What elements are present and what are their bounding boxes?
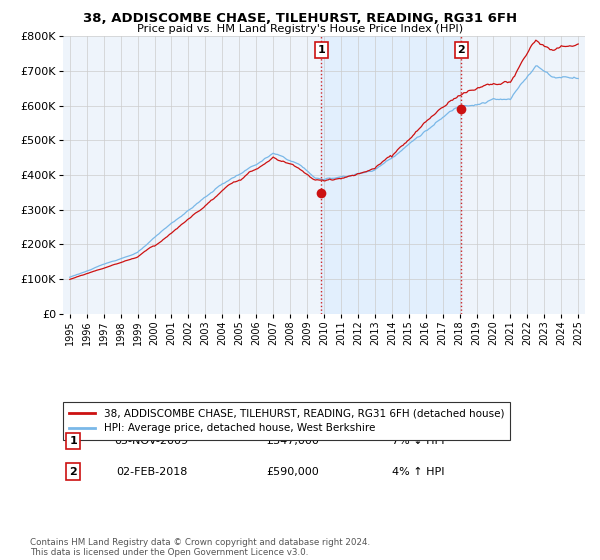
Text: £347,000: £347,000 — [266, 436, 319, 446]
Text: 05-NOV-2009: 05-NOV-2009 — [115, 436, 189, 446]
Bar — [322, 36, 461, 314]
Text: 1: 1 — [317, 45, 325, 55]
Text: 02-FEB-2018: 02-FEB-2018 — [116, 466, 187, 477]
Text: 2: 2 — [457, 45, 465, 55]
Text: 1: 1 — [70, 436, 77, 446]
Text: 7% ↓ HPI: 7% ↓ HPI — [392, 436, 444, 446]
Text: 4% ↑ HPI: 4% ↑ HPI — [392, 466, 444, 477]
Text: Price paid vs. HM Land Registry's House Price Index (HPI): Price paid vs. HM Land Registry's House … — [137, 24, 463, 34]
Text: Contains HM Land Registry data © Crown copyright and database right 2024.
This d: Contains HM Land Registry data © Crown c… — [30, 538, 370, 557]
Legend: 38, ADDISCOMBE CHASE, TILEHURST, READING, RG31 6FH (detached house), HPI: Averag: 38, ADDISCOMBE CHASE, TILEHURST, READING… — [63, 402, 511, 440]
Text: 2: 2 — [70, 466, 77, 477]
Text: 38, ADDISCOMBE CHASE, TILEHURST, READING, RG31 6FH: 38, ADDISCOMBE CHASE, TILEHURST, READING… — [83, 12, 517, 25]
Text: £590,000: £590,000 — [266, 466, 319, 477]
